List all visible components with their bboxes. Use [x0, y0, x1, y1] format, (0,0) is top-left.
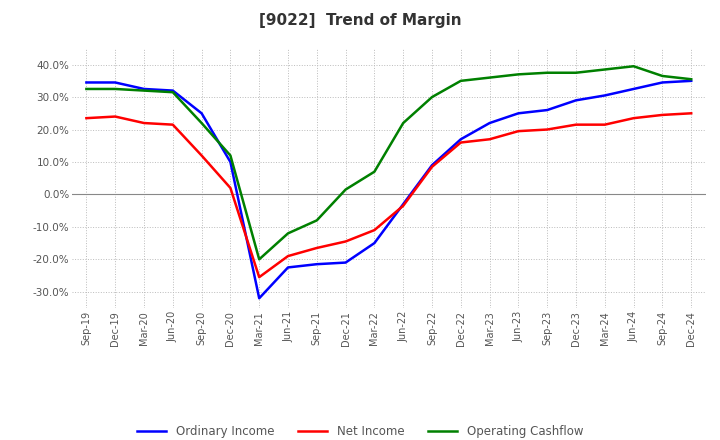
- Ordinary Income: [572, 98, 580, 103]
- Operating Cashflow: [168, 90, 177, 95]
- Net Income: [284, 253, 292, 259]
- Net Income: [600, 122, 609, 127]
- Ordinary Income: [341, 260, 350, 265]
- Net Income: [111, 114, 120, 119]
- Operating Cashflow: [399, 121, 408, 126]
- Operating Cashflow: [111, 86, 120, 92]
- Line: Operating Cashflow: Operating Cashflow: [86, 66, 691, 259]
- Operating Cashflow: [658, 73, 667, 79]
- Ordinary Income: [140, 86, 148, 92]
- Ordinary Income: [543, 107, 552, 113]
- Ordinary Income: [600, 93, 609, 98]
- Net Income: [485, 136, 494, 142]
- Net Income: [168, 122, 177, 127]
- Line: Net Income: Net Income: [86, 113, 691, 277]
- Net Income: [572, 122, 580, 127]
- Ordinary Income: [226, 159, 235, 165]
- Net Income: [370, 227, 379, 233]
- Ordinary Income: [629, 86, 638, 92]
- Operating Cashflow: [284, 231, 292, 236]
- Ordinary Income: [485, 121, 494, 126]
- Ordinary Income: [255, 296, 264, 301]
- Operating Cashflow: [428, 95, 436, 100]
- Ordinary Income: [658, 80, 667, 85]
- Text: [9022]  Trend of Margin: [9022] Trend of Margin: [258, 13, 462, 28]
- Net Income: [543, 127, 552, 132]
- Operating Cashflow: [370, 169, 379, 174]
- Net Income: [312, 246, 321, 251]
- Operating Cashflow: [197, 121, 206, 126]
- Net Income: [456, 140, 465, 145]
- Ordinary Income: [370, 240, 379, 246]
- Line: Ordinary Income: Ordinary Income: [86, 81, 691, 298]
- Net Income: [140, 121, 148, 126]
- Ordinary Income: [399, 202, 408, 207]
- Operating Cashflow: [572, 70, 580, 75]
- Ordinary Income: [428, 162, 436, 168]
- Operating Cashflow: [600, 67, 609, 72]
- Operating Cashflow: [255, 257, 264, 262]
- Ordinary Income: [312, 261, 321, 267]
- Operating Cashflow: [341, 187, 350, 192]
- Net Income: [341, 239, 350, 244]
- Net Income: [197, 153, 206, 158]
- Ordinary Income: [82, 80, 91, 85]
- Operating Cashflow: [687, 77, 696, 82]
- Ordinary Income: [168, 88, 177, 93]
- Net Income: [428, 164, 436, 169]
- Net Income: [629, 116, 638, 121]
- Ordinary Income: [687, 78, 696, 84]
- Net Income: [399, 203, 408, 209]
- Net Income: [687, 110, 696, 116]
- Legend: Ordinary Income, Net Income, Operating Cashflow: Ordinary Income, Net Income, Operating C…: [132, 421, 588, 440]
- Operating Cashflow: [82, 86, 91, 92]
- Net Income: [658, 112, 667, 117]
- Ordinary Income: [284, 265, 292, 270]
- Operating Cashflow: [485, 75, 494, 80]
- Operating Cashflow: [456, 78, 465, 84]
- Net Income: [226, 185, 235, 191]
- Ordinary Income: [111, 80, 120, 85]
- Net Income: [82, 116, 91, 121]
- Operating Cashflow: [543, 70, 552, 75]
- Operating Cashflow: [226, 153, 235, 158]
- Net Income: [255, 275, 264, 280]
- Net Income: [514, 128, 523, 134]
- Ordinary Income: [456, 136, 465, 142]
- Operating Cashflow: [514, 72, 523, 77]
- Operating Cashflow: [140, 88, 148, 93]
- Operating Cashflow: [312, 218, 321, 223]
- Operating Cashflow: [629, 64, 638, 69]
- Ordinary Income: [197, 110, 206, 116]
- Ordinary Income: [514, 110, 523, 116]
